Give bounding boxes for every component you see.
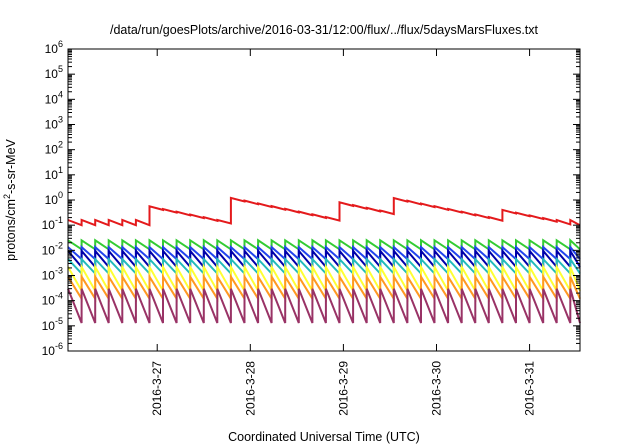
y-tick-label: 10-6 xyxy=(42,341,63,358)
y-tick-label: 10-3 xyxy=(42,266,63,283)
series-line-2 xyxy=(67,238,581,252)
x-tick-label: 2016-3-29 xyxy=(336,361,350,416)
y-tick-label: 100 xyxy=(45,190,63,207)
y-tick-label: 10-5 xyxy=(42,316,63,333)
series-line-7 xyxy=(67,273,581,303)
x-tick-label: 2016-3-27 xyxy=(150,361,164,416)
y-tick-label: 102 xyxy=(45,140,63,157)
series-line-8 xyxy=(67,288,581,324)
y-tick-label: 104 xyxy=(45,89,63,106)
y-axis: 10-6 10-5 10-4 10-3 10-2 10-1 100 101 102 103 104 1… xyxy=(42,39,580,358)
x-tick-label: 2016-3-28 xyxy=(243,361,257,416)
y-tick-label: 10-4 xyxy=(42,291,63,308)
x-tick-label: 2016-3-31 xyxy=(523,361,537,416)
x-axis: 2016-3-27 2016-3-28 2016-3-29 2016-3-30 2016… xyxy=(150,49,537,416)
y-axis-label: protons/cm2-s-sr-MeV xyxy=(2,138,18,260)
y-tick-label: 103 xyxy=(45,115,63,132)
series-line-1 xyxy=(67,196,581,227)
y-tick-label: 101 xyxy=(45,165,63,182)
y-tick-label: 106 xyxy=(45,39,63,56)
series-layer xyxy=(67,196,581,324)
x-tick-label: 2016-3-30 xyxy=(429,361,443,416)
chart-title: /data/run/goesPlots/archive/2016-03-31/1… xyxy=(110,23,539,37)
y-tick-label: 10-2 xyxy=(42,240,63,257)
y-tick-label: 10-1 xyxy=(42,215,63,232)
x-axis-label: Coordinated Universal Time (UTC) xyxy=(228,430,420,444)
y-tick-label: 105 xyxy=(45,64,63,81)
